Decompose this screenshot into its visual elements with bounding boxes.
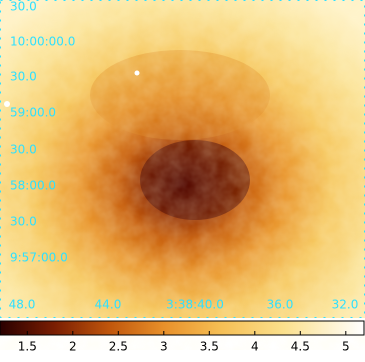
colorbar-tick-label: 2.5 bbox=[109, 340, 128, 354]
colorbar-tick-label: 4.5 bbox=[291, 340, 310, 354]
colorbar-tick-label: 1.5 bbox=[18, 340, 37, 354]
dec-label: 30.0 bbox=[10, 143, 37, 157]
dec-label: 30.0 bbox=[10, 215, 37, 229]
ra-label: 36.0 bbox=[267, 298, 294, 312]
dec-label: 58:00.0 bbox=[10, 179, 56, 193]
colorbar-tick-label: 3 bbox=[160, 340, 168, 354]
colorbar bbox=[0, 320, 365, 336]
ra-label: 3:38:40.0 bbox=[166, 298, 224, 312]
dec-label: 30.0 bbox=[10, 70, 37, 84]
ra-label: 44.0 bbox=[95, 298, 122, 312]
dec-label: 59:00.0 bbox=[10, 106, 56, 120]
dec-label: 10:00:00.0 bbox=[10, 35, 75, 49]
temperature-map bbox=[0, 0, 365, 318]
colorbar-tick-label: 5 bbox=[342, 340, 350, 354]
dec-label: 9:57:00.0 bbox=[10, 251, 68, 265]
colorbar-tick-label: 3.5 bbox=[200, 340, 219, 354]
ra-label: 48.0 bbox=[9, 298, 36, 312]
ra-label: 32.0 bbox=[332, 298, 359, 312]
colorbar-tick-label: 4 bbox=[251, 340, 259, 354]
colorbar-tick-label: 2 bbox=[69, 340, 77, 354]
dec-label: 30.0 bbox=[10, 0, 37, 14]
